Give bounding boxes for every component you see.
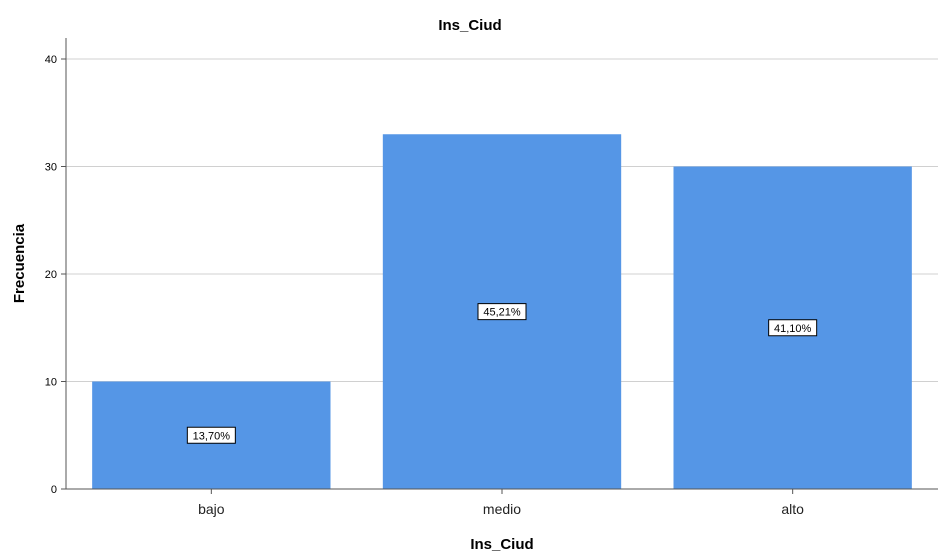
- data-label-alto: 41,10%: [768, 319, 818, 337]
- y-tick-label: 40: [45, 54, 57, 66]
- data-labels: 13,70% 45,21% 41,10%: [186, 303, 818, 444]
- data-label-box: [477, 303, 527, 321]
- y-tick-label: 30: [45, 162, 57, 174]
- data-label-text: 13,70%: [193, 430, 231, 442]
- data-label-medio: 45,21%: [477, 303, 527, 321]
- chart-title: Ins_Ciud: [438, 17, 501, 34]
- x-tick-label-medio: medio: [483, 501, 521, 517]
- data-label-text: 45,21%: [483, 307, 521, 319]
- data-label-text: 41,10%: [774, 323, 812, 335]
- y-axis-title: Frecuencia: [11, 223, 28, 303]
- x-tick-label-bajo: bajo: [198, 501, 225, 517]
- x-tick-label-alto: alto: [781, 501, 804, 517]
- data-label-box: [768, 319, 818, 337]
- data-label-bajo: 13,70%: [186, 426, 236, 444]
- y-tick-label: 20: [45, 269, 57, 281]
- y-tick-label: 0: [51, 484, 57, 496]
- x-axis-title: Ins_Ciud: [470, 536, 533, 553]
- y-tick-label: 10: [45, 377, 57, 389]
- y-axis-ticks: 0 10 20 30 40: [45, 54, 66, 496]
- data-label-box: [186, 426, 236, 444]
- x-axis-ticks: bajo medio alto: [198, 489, 804, 517]
